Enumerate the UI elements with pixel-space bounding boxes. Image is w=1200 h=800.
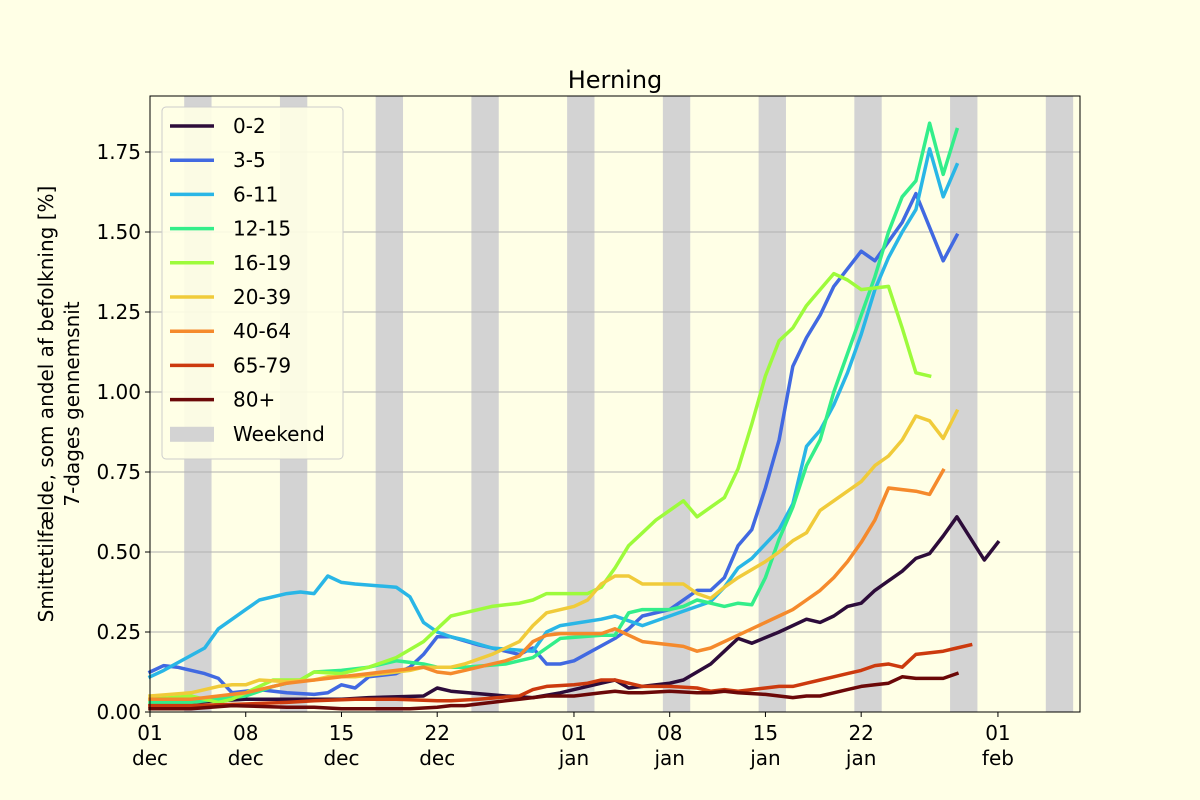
weekend-band-4 xyxy=(567,96,595,712)
legend-label-12-15: 12-15 xyxy=(233,217,291,241)
legend-label-0-2: 0-2 xyxy=(233,114,266,138)
legend-label-20-39: 20-39 xyxy=(233,285,291,309)
y-tick-label-1: 0.25 xyxy=(96,620,141,644)
x-tick-month-0: dec xyxy=(132,746,168,770)
x-tick-day-6: 15 xyxy=(753,721,778,745)
y-tick-label-3: 0.75 xyxy=(96,460,141,484)
legend: 0-2 3-5 6-11 12-15 16-19 20-39 40-64 65-79 80+ We… xyxy=(161,106,344,460)
x-tick-month-2: dec xyxy=(323,746,359,770)
y-tick-label-0: 0.00 xyxy=(96,700,141,724)
x-tick-month-7: jan xyxy=(845,746,877,770)
weekend-band-6 xyxy=(758,96,786,712)
series-line-80+ xyxy=(148,671,960,711)
x-tick-month-6: jan xyxy=(749,746,781,770)
x-tick-day-4: 01 xyxy=(561,721,586,745)
x-tick-month-8: feb xyxy=(982,746,1014,770)
weekend-band-8 xyxy=(950,96,978,712)
legend-label-weekend: Weekend xyxy=(233,422,325,446)
legend-label-40-64: 40-64 xyxy=(233,319,291,343)
series-line-16-19 xyxy=(148,271,932,705)
legend-label-65-79: 65-79 xyxy=(233,353,291,377)
series-line-6-11 xyxy=(147,147,960,680)
weekend-band-2 xyxy=(375,96,404,712)
y-tick-label-5: 1.25 xyxy=(96,300,141,324)
x-tick-month-4: jan xyxy=(558,746,590,770)
legend-label-6-11: 6-11 xyxy=(233,182,278,206)
weekend-band-9 xyxy=(1045,96,1074,712)
y-axis-label: Smittetilfælde, som andel af befolkning … xyxy=(34,186,58,623)
legend-label-80+: 80+ xyxy=(233,388,275,412)
series-line-0-2 xyxy=(148,515,1001,708)
x-tick-day-1: 08 xyxy=(233,721,258,745)
y-tick-label-4: 1.00 xyxy=(96,380,141,404)
x-tick-day-7: 22 xyxy=(848,721,873,745)
x-tick-day-0: 01 xyxy=(137,721,162,745)
x-tick-day-2: 15 xyxy=(329,721,354,745)
legend-swatch-weekend xyxy=(170,426,214,442)
x-tick-month-1: dec xyxy=(228,746,264,770)
x-tick-day-8: 01 xyxy=(985,721,1010,745)
weekend-band-5 xyxy=(662,96,691,712)
series-line-3-5 xyxy=(147,191,960,697)
legend-label-16-19: 16-19 xyxy=(233,251,291,275)
x-tick-day-3: 22 xyxy=(424,721,449,745)
weekend-band-7 xyxy=(854,96,882,712)
chart-title: Herning xyxy=(568,66,663,94)
legend-label-3-5: 3-5 xyxy=(233,148,266,172)
plot-frame xyxy=(149,95,1081,713)
y-tick-label-7: 1.75 xyxy=(96,140,141,164)
series-line-40-64 xyxy=(148,468,946,701)
y-tick-label-2: 0.50 xyxy=(96,540,141,564)
x-tick-day-5: 08 xyxy=(657,721,682,745)
x-tick-month-3: dec xyxy=(419,746,455,770)
series-line-65-79 xyxy=(148,642,973,708)
y-axis-label-line2: 7-dages gennemsnit xyxy=(60,301,84,506)
weekend-band-3 xyxy=(471,96,499,712)
x-tick-month-5: jan xyxy=(653,746,685,770)
y-tick-label-6: 1.50 xyxy=(96,220,141,244)
